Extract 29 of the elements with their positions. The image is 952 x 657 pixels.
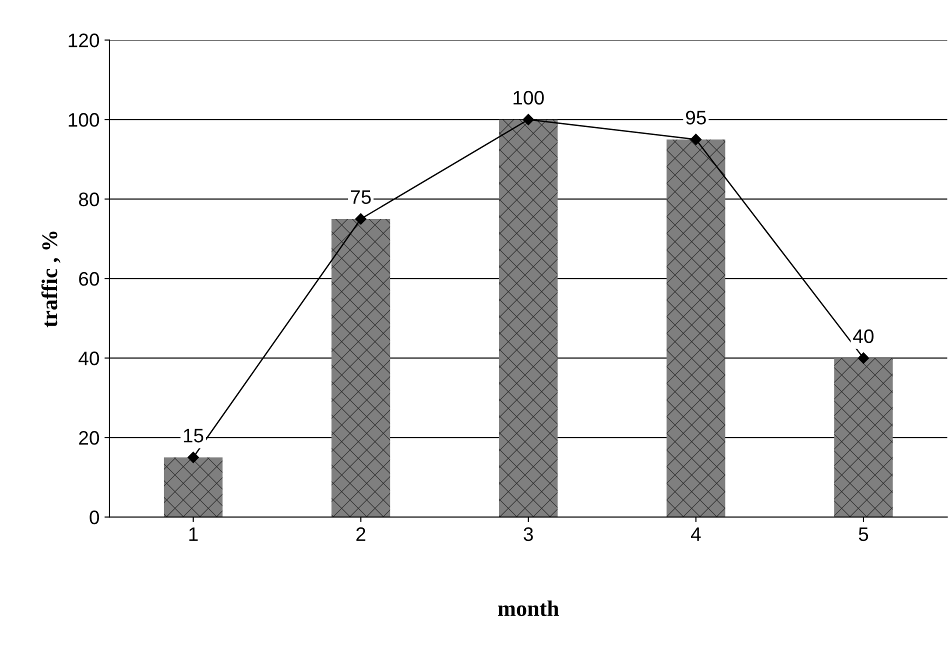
y-tick-label: 80 <box>78 192 99 206</box>
point <box>690 134 702 146</box>
data-label: 15 <box>184 428 204 442</box>
x-tick-label: 3 <box>524 527 533 542</box>
data-label: 100 <box>514 90 544 105</box>
x-tick-label: 4 <box>690 527 701 541</box>
x-axis-title: month <box>498 600 559 616</box>
x-tick-label: 1 <box>189 527 198 541</box>
point <box>858 352 870 364</box>
y-tick-label: 120 <box>68 34 99 48</box>
y-tick-label: 0 <box>90 510 99 524</box>
bar <box>499 120 558 518</box>
data-label: 95 <box>686 110 706 124</box>
y-tick-label: 40 <box>78 352 99 366</box>
x-tick-label: 2 <box>356 527 366 541</box>
data-label: 75 <box>350 190 371 204</box>
y-tick-label: 100 <box>68 113 99 127</box>
data-label: 40 <box>853 329 874 344</box>
y-tick-label: 60 <box>79 272 99 286</box>
point <box>522 114 534 126</box>
point <box>188 452 199 464</box>
bar <box>331 218 390 518</box>
point <box>355 213 366 225</box>
x-tick-label: 5 <box>858 527 868 542</box>
bar <box>834 358 893 518</box>
bar <box>164 457 223 518</box>
y-axis-title: traffic , % <box>41 232 60 328</box>
y-tick-label: 20 <box>79 431 99 445</box>
bar <box>666 139 726 518</box>
